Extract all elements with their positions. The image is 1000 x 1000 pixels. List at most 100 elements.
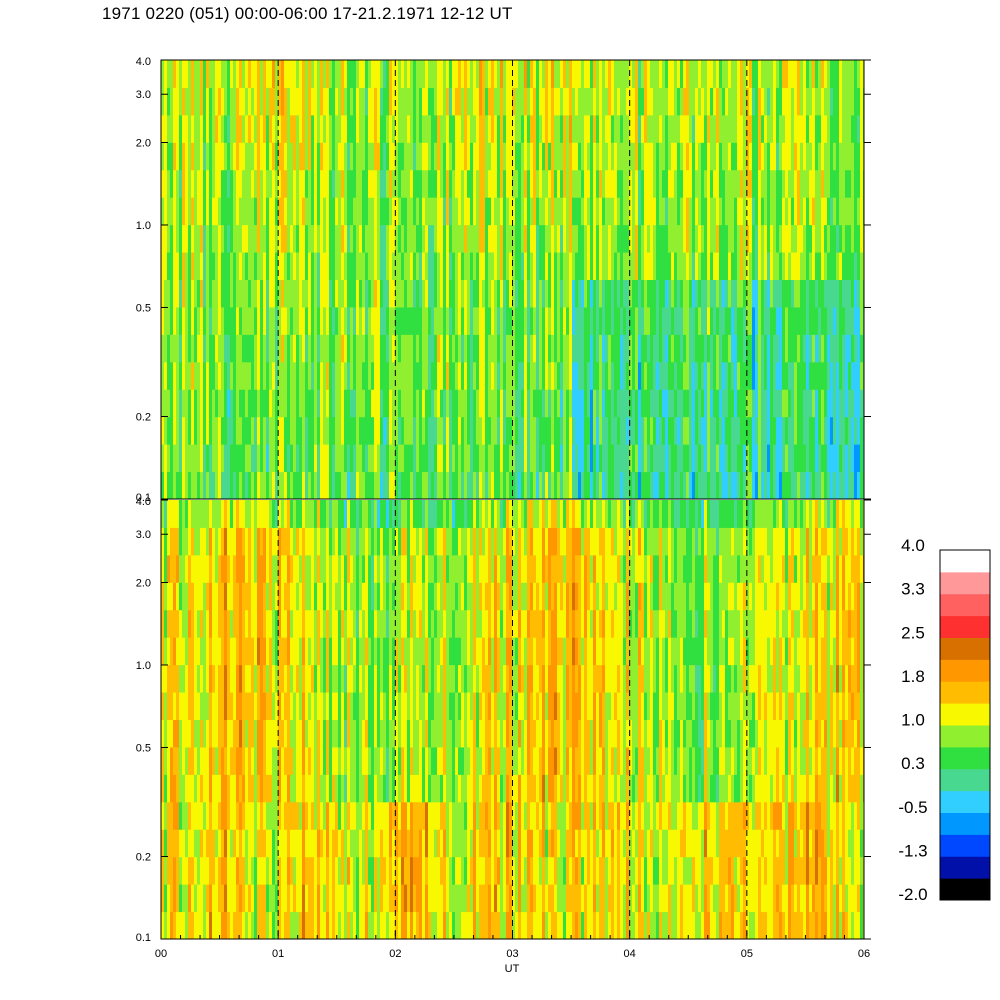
heatmap-cell bbox=[311, 361, 315, 390]
heatmap-cell bbox=[599, 197, 603, 226]
heatmap-cell bbox=[611, 306, 615, 335]
heatmap-cell bbox=[722, 334, 726, 363]
heatmap-cell bbox=[470, 87, 474, 116]
heatmap-cell bbox=[389, 774, 393, 803]
heatmap-cell bbox=[380, 911, 384, 939]
heatmap-cell bbox=[401, 142, 405, 171]
heatmap-cell bbox=[227, 444, 231, 473]
heatmap-cell bbox=[404, 252, 408, 280]
heatmap-cell bbox=[275, 87, 279, 116]
heatmap-cell bbox=[542, 224, 546, 253]
heatmap-cell bbox=[749, 334, 753, 363]
heatmap-cell bbox=[716, 252, 720, 280]
heatmap-cell bbox=[428, 306, 432, 335]
heatmap-cell bbox=[644, 334, 648, 363]
heatmap-cell bbox=[299, 444, 303, 473]
heatmap-cell bbox=[599, 60, 603, 88]
heatmap-cell bbox=[638, 334, 642, 363]
heatmap-cell bbox=[695, 389, 699, 418]
heatmap-cell bbox=[728, 169, 732, 198]
heatmap-cell bbox=[848, 142, 852, 171]
heatmap-cell bbox=[830, 361, 834, 390]
heatmap-cell bbox=[242, 829, 246, 858]
heatmap-cell bbox=[857, 389, 861, 418]
heatmap-cell bbox=[365, 306, 369, 335]
heatmap-cell bbox=[209, 609, 213, 638]
heatmap-cell bbox=[176, 334, 180, 363]
heatmap-cell bbox=[506, 279, 510, 308]
heatmap-cell bbox=[746, 416, 750, 445]
heatmap-cell bbox=[365, 114, 369, 143]
heatmap-cell bbox=[218, 361, 222, 390]
heatmap-cell bbox=[371, 444, 375, 473]
heatmap-cell bbox=[653, 471, 657, 499]
heatmap-cell bbox=[623, 224, 627, 253]
heatmap-cell bbox=[329, 856, 333, 885]
heatmap-cell bbox=[281, 829, 285, 858]
heatmap-cell bbox=[485, 169, 489, 198]
heatmap-cell bbox=[203, 87, 207, 116]
heatmap-cell bbox=[809, 87, 813, 116]
heatmap-cell bbox=[392, 169, 396, 198]
heatmap-cell bbox=[563, 416, 567, 445]
heatmap-cell bbox=[218, 389, 222, 418]
heatmap-cell bbox=[440, 444, 444, 473]
heatmap-cell bbox=[608, 444, 612, 473]
heatmap-cell bbox=[632, 416, 636, 445]
heatmap-cell bbox=[299, 609, 303, 638]
heatmap-cell bbox=[545, 142, 549, 171]
heatmap-cell bbox=[293, 582, 297, 611]
heatmap-cell bbox=[227, 197, 231, 226]
heatmap-cell bbox=[749, 114, 753, 143]
heatmap-cell bbox=[203, 334, 207, 363]
heatmap-cell bbox=[668, 279, 672, 308]
heatmap-cell bbox=[650, 169, 654, 198]
heatmap-cell bbox=[722, 142, 726, 171]
heatmap-cell bbox=[227, 306, 231, 335]
heatmap-cell bbox=[179, 169, 183, 198]
heatmap-cell bbox=[356, 856, 360, 885]
heatmap-cell bbox=[785, 197, 789, 226]
heatmap-cell bbox=[188, 444, 192, 473]
heatmap-cell bbox=[434, 224, 438, 253]
heatmap-cell bbox=[326, 389, 330, 418]
heatmap-cell bbox=[218, 856, 222, 885]
heatmap-cell bbox=[653, 142, 657, 171]
heatmap-cell bbox=[203, 389, 207, 418]
heatmap-cell bbox=[596, 114, 600, 143]
heatmap-cell bbox=[218, 774, 222, 803]
heatmap-cell bbox=[689, 252, 693, 280]
heatmap-cell bbox=[602, 389, 606, 418]
heatmap-cell bbox=[755, 279, 759, 308]
heatmap-cell bbox=[389, 224, 393, 253]
heatmap-cell bbox=[194, 416, 198, 445]
heatmap-cell bbox=[728, 224, 732, 253]
heatmap-cell bbox=[800, 306, 804, 335]
heatmap-cell bbox=[335, 554, 339, 583]
heatmap-cell bbox=[386, 471, 390, 499]
heatmap-cell bbox=[740, 444, 744, 473]
heatmap-cell bbox=[335, 60, 339, 88]
heatmap-cell bbox=[344, 224, 348, 253]
heatmap-cell bbox=[758, 444, 762, 473]
heatmap-cell bbox=[350, 609, 354, 638]
heatmap-cell bbox=[578, 279, 582, 308]
heatmap-cell bbox=[779, 114, 783, 143]
heatmap-cell bbox=[497, 60, 501, 88]
heatmap-cell bbox=[617, 60, 621, 88]
heatmap-cell bbox=[368, 774, 372, 803]
heatmap-cell bbox=[623, 361, 627, 390]
heatmap-cell bbox=[548, 389, 552, 418]
heatmap-cell bbox=[185, 471, 189, 499]
heatmap-cell bbox=[632, 444, 636, 473]
heatmap-cell bbox=[587, 334, 591, 363]
heatmap-cell bbox=[779, 87, 783, 116]
heatmap-cell bbox=[788, 142, 792, 171]
heatmap-cell bbox=[473, 361, 477, 390]
heatmap-cell bbox=[515, 142, 519, 171]
heatmap-cell bbox=[668, 334, 672, 363]
heatmap-cell bbox=[245, 416, 249, 445]
heatmap-cell bbox=[293, 719, 297, 748]
heatmap-cell bbox=[215, 884, 219, 913]
heatmap-cell bbox=[212, 911, 216, 939]
